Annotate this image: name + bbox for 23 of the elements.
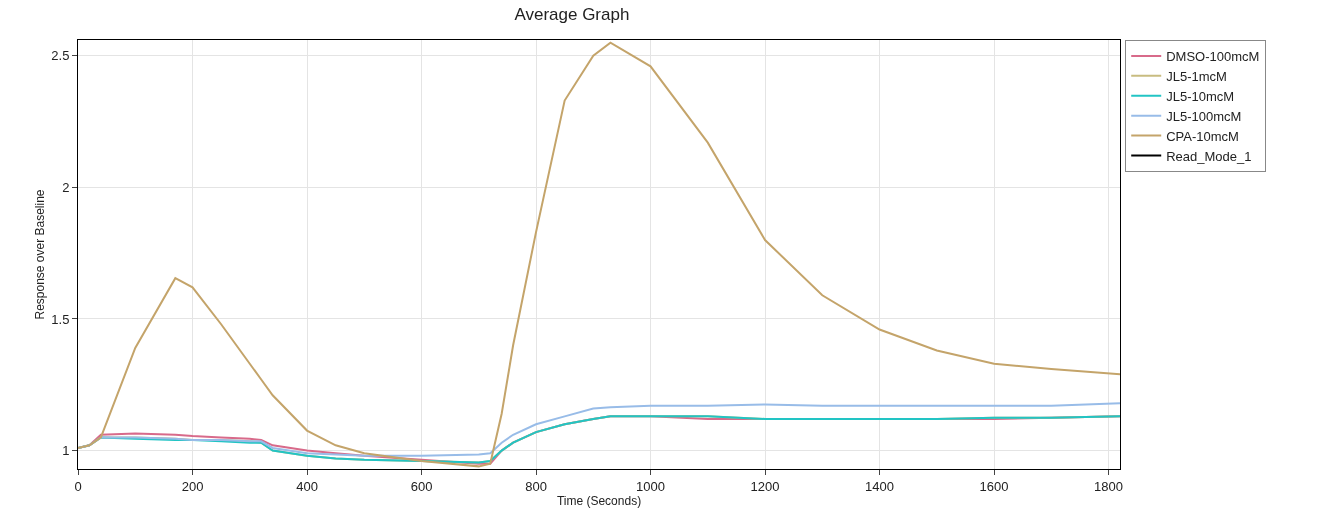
y-axis-title: Response over Baseline xyxy=(33,189,47,320)
x-tick-label: 1800 xyxy=(1094,478,1124,494)
x-tick-label: 1600 xyxy=(979,478,1009,494)
x-tick-label: 800 xyxy=(525,478,547,494)
x-tick-label: 0 xyxy=(74,478,82,494)
x-axis-title: Time (Seconds) xyxy=(556,494,642,509)
legend-label: CPA-10mcM xyxy=(1166,128,1239,144)
chart-title: Average Graph xyxy=(514,4,630,24)
legend-label: JL5-1mcM xyxy=(1166,68,1227,84)
x-tick-label: 600 xyxy=(410,478,433,494)
legend-label: Read_Mode_1 xyxy=(1166,148,1252,164)
legend-label: JL5-100mcM xyxy=(1166,108,1242,124)
x-tick-label: 1200 xyxy=(750,478,780,494)
x-tick-label: 400 xyxy=(296,478,318,494)
x-tick-label: 1000 xyxy=(636,478,665,494)
legend-label: DMSO-100mcM xyxy=(1166,49,1260,65)
legend-label: JL5-10mcM xyxy=(1166,88,1235,104)
x-tick-label: 200 xyxy=(181,478,204,494)
y-tick-label: 1.5 xyxy=(51,311,70,327)
y-tick-label: 2.5 xyxy=(51,48,70,64)
x-tick-label: 1400 xyxy=(865,478,894,494)
y-tick-label: 1 xyxy=(62,443,70,459)
y-tick-label: 2 xyxy=(62,179,70,195)
